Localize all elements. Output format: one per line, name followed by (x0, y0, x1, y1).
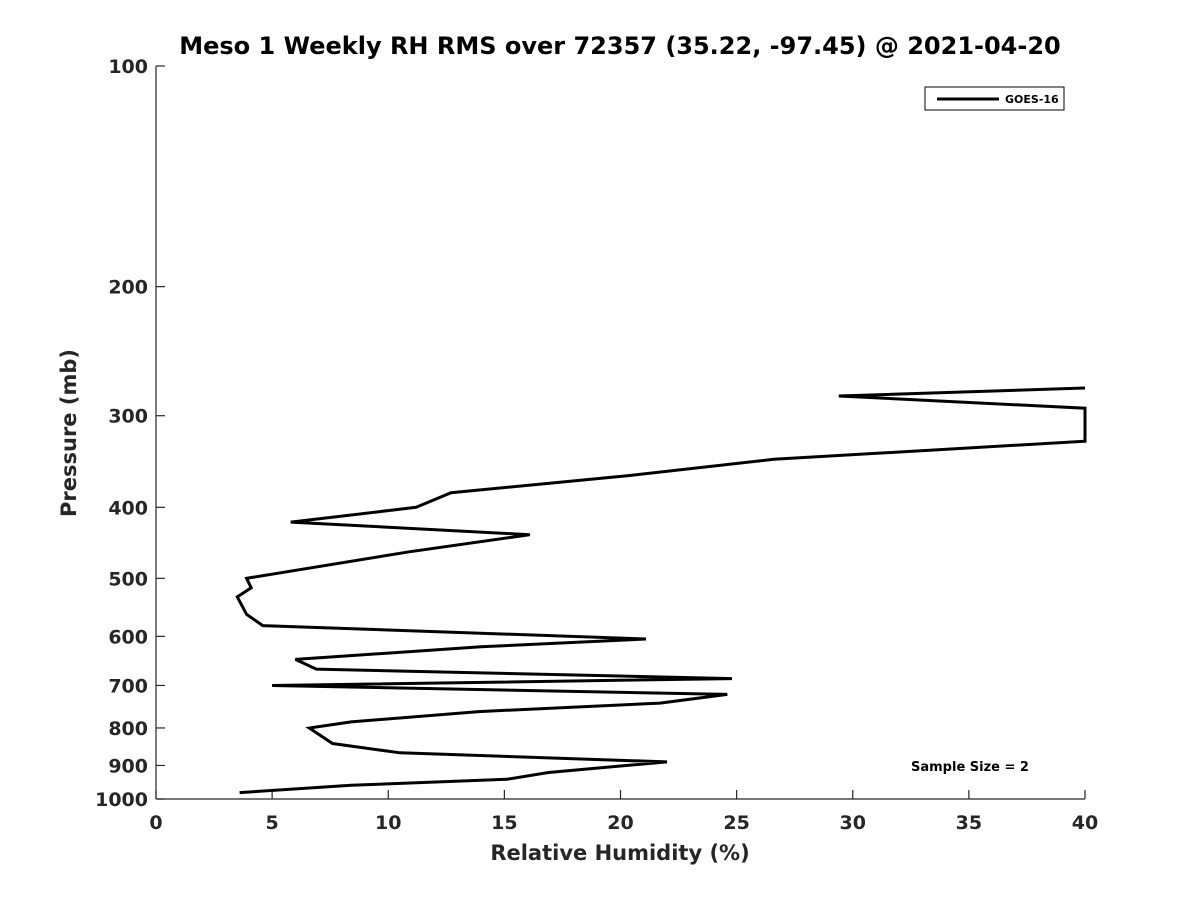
x-tick-label: 20 (607, 812, 633, 834)
x-tick-label: 25 (723, 812, 749, 834)
y-axis: 100 200 300 400 500 600 700 800 900 1000 (95, 56, 165, 811)
y-tick-label: 900 (108, 755, 148, 777)
y-axis-label: Pressure (mb) (57, 349, 81, 517)
y-tick-label: 300 (108, 406, 148, 428)
legend-label-goes-16: GOES-16 (1005, 93, 1059, 106)
y-tick-label: 800 (108, 718, 148, 740)
y-tick-label: 500 (108, 568, 148, 590)
legend: GOES-16 (924, 86, 1065, 111)
x-tick-label: 0 (149, 812, 162, 834)
y-tick-label: 400 (108, 497, 148, 519)
chart-title: Meso 1 Weekly RH RMS over 72357 (35.22, … (179, 32, 1061, 60)
x-tick-label: 10 (375, 812, 401, 834)
x-tick-label: 15 (491, 812, 517, 834)
y-tick-label: 200 (108, 277, 148, 299)
x-tick-label: 5 (266, 812, 279, 834)
x-tick-label: 40 (1072, 812, 1098, 834)
y-tick-label: 100 (108, 56, 148, 78)
y-tick-label: 600 (108, 626, 148, 648)
x-tick-label: 35 (956, 812, 982, 834)
x-tick-label: 30 (840, 812, 866, 834)
y-tick-label: 700 (108, 675, 148, 697)
x-axis-label: Relative Humidity (%) (490, 841, 749, 865)
sample-size-annotation: Sample Size = 2 (911, 760, 1029, 775)
y-tick-label: 1000 (95, 789, 148, 811)
series-line-goes-16 (235, 386, 1087, 795)
x-axis: 0 5 10 15 20 25 30 35 40 (149, 790, 1098, 834)
